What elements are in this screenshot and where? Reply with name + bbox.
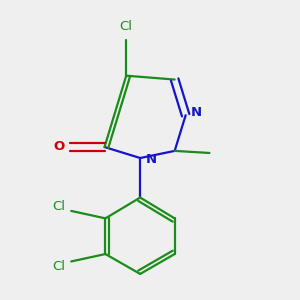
Text: O: O	[54, 140, 65, 153]
Text: Cl: Cl	[120, 20, 133, 34]
Text: Cl: Cl	[52, 260, 65, 273]
Text: N: N	[146, 153, 157, 166]
Text: Cl: Cl	[52, 200, 65, 213]
Text: N: N	[191, 106, 202, 119]
